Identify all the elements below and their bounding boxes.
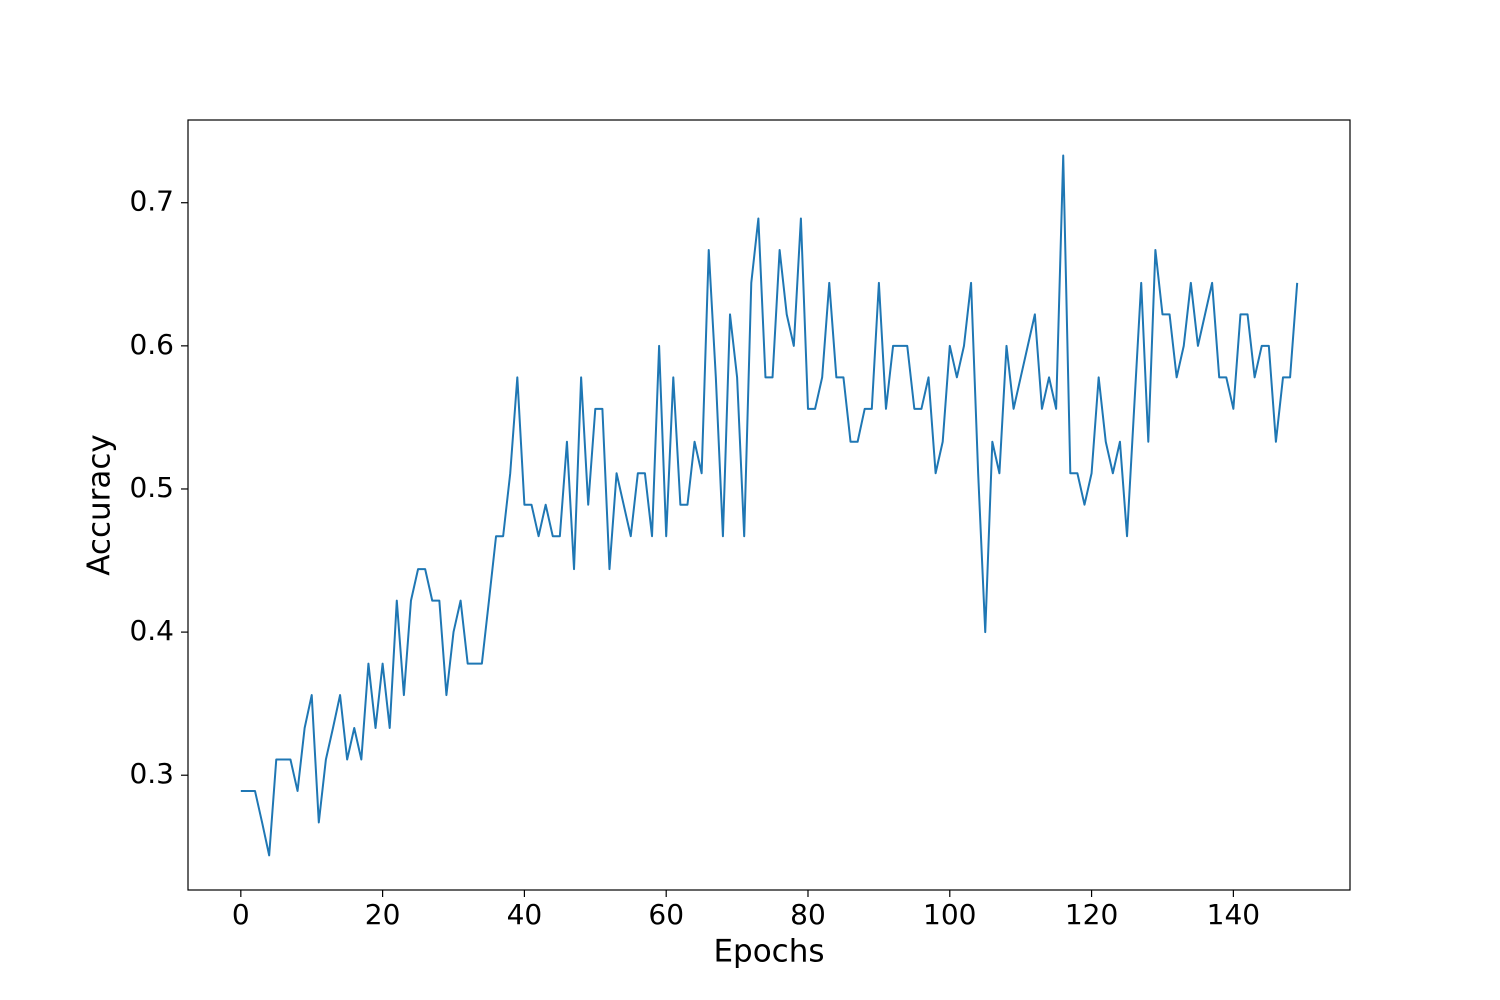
x-tick-label: 80	[790, 898, 826, 931]
x-axis-label: Epochs	[713, 934, 824, 970]
y-axis-label: Accuracy	[82, 434, 118, 576]
x-tick-label: 140	[1207, 898, 1260, 931]
y-tick-label: 0.6	[129, 328, 174, 361]
x-tick-label: 60	[648, 898, 684, 931]
x-tick-label: 40	[507, 898, 543, 931]
x-tick-label: 120	[1065, 898, 1118, 931]
x-tick-label: 0	[232, 898, 250, 931]
x-tick-label: 20	[365, 898, 401, 931]
line-series	[240, 154, 1299, 857]
y-tick-label: 0.4	[129, 614, 174, 647]
plot-frame	[187, 119, 1351, 891]
y-tick-label: 0.7	[129, 185, 174, 218]
x-tick-label: 100	[923, 898, 976, 931]
y-tick-label: 0.3	[129, 757, 174, 790]
y-tick-label: 0.5	[129, 471, 174, 504]
